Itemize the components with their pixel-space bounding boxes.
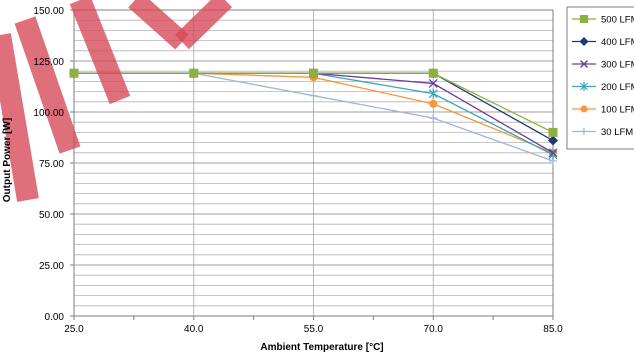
tick-labels: 0.00 25.00 50.00 75.00 100.00 125.00 150.00 25.… xyxy=(33,6,563,335)
data-point-marker xyxy=(429,114,438,123)
data-point-marker xyxy=(69,68,79,78)
data-point-marker xyxy=(429,99,438,108)
series-500-lfm xyxy=(69,68,558,137)
data-point-marker xyxy=(580,82,588,91)
data-point-marker xyxy=(580,105,588,113)
legend: 500 LFM 400 LFM 300 LFM 200 LFM 100 LFM 30 LF… xyxy=(566,6,634,150)
x-tick-label: 40.0 xyxy=(184,324,204,335)
watermark-stroke xyxy=(69,0,131,105)
watermark-stroke xyxy=(128,0,189,50)
x-tick-label: 85.0 xyxy=(543,324,563,335)
grid xyxy=(74,10,553,316)
data-point-marker xyxy=(189,68,199,78)
data-point-marker xyxy=(428,78,438,88)
legend-label: 30 LFM xyxy=(601,127,633,138)
legend-label: 500 LFM xyxy=(601,15,634,26)
x-tick-label: 25.0 xyxy=(64,324,84,335)
data-point-marker xyxy=(548,135,558,146)
data-point-marker xyxy=(580,60,588,68)
axes xyxy=(70,9,554,320)
x-tick-label: 70.0 xyxy=(424,324,444,335)
watermark xyxy=(0,0,232,202)
watermark-stroke xyxy=(0,33,39,202)
legend-entry: 30 LFM xyxy=(572,127,633,138)
legend-label: 400 LFM xyxy=(601,37,634,48)
y-tick-label: 150.00 xyxy=(33,6,64,17)
data-point-marker xyxy=(548,127,558,137)
data-point-marker xyxy=(579,37,589,46)
legend-label: 200 LFM xyxy=(601,82,634,93)
y-tick-label: 0.00 xyxy=(45,312,65,323)
y-tick-label: 25.00 xyxy=(39,261,64,272)
y-tick-label: 50.00 xyxy=(39,210,64,221)
y-axis-title: Output Power [W] xyxy=(2,118,13,202)
data-point-marker xyxy=(428,68,438,78)
y-tick-label: 125.00 xyxy=(33,57,64,68)
data-point-marker xyxy=(309,91,318,100)
data-point-marker xyxy=(309,68,318,78)
watermark-stroke xyxy=(175,0,232,50)
legend-entry: 400 LFM xyxy=(572,37,634,48)
data-point-marker xyxy=(580,128,588,135)
legend-box xyxy=(566,6,634,150)
legend-entry: 500 LFM xyxy=(572,15,634,26)
legend-entry: 100 LFM xyxy=(572,105,634,116)
y-tick-label: 100.00 xyxy=(33,108,64,119)
legend-label: 100 LFM xyxy=(601,105,634,116)
y-tick-label: 75.00 xyxy=(39,159,64,170)
data-point-marker xyxy=(428,88,438,99)
series-layer xyxy=(69,68,558,165)
watermark-stroke xyxy=(14,16,81,154)
legend-label: 300 LFM xyxy=(601,60,634,71)
data-point-marker xyxy=(548,149,558,160)
legend-entry: 300 LFM xyxy=(572,60,634,71)
x-axis-title: Ambient Temperature [°C] xyxy=(260,342,383,353)
data-point-marker xyxy=(548,148,558,158)
data-point-marker xyxy=(580,15,588,23)
legend-entry: 200 LFM xyxy=(572,82,634,93)
x-tick-label: 55.0 xyxy=(304,324,324,335)
